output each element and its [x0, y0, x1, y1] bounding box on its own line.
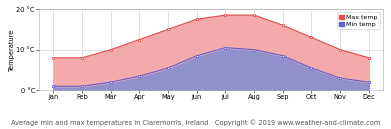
Y-axis label: Temperature: Temperature [9, 29, 15, 71]
Legend: Max temp, Min temp: Max temp, Min temp [337, 12, 380, 29]
Text: Average min and max temperatures in Claremorris, Ireland   Copyright © 2019 www.: Average min and max temperatures in Clar… [11, 120, 380, 126]
